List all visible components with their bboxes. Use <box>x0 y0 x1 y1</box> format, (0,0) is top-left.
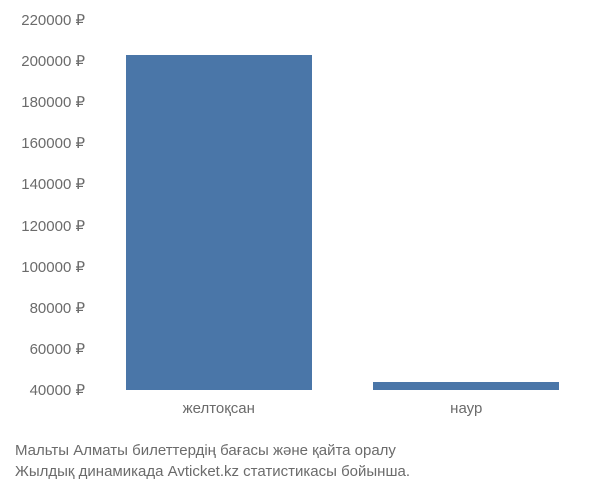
y-tick-label: 120000 ₽ <box>21 217 85 235</box>
x-tick-label: желтоқсан <box>183 400 255 417</box>
y-tick-label: 80000 ₽ <box>30 299 85 317</box>
caption-line-1: Мальты Алматы билеттердің бағасы және қа… <box>15 440 595 461</box>
y-tick-label: 100000 ₽ <box>21 258 85 276</box>
chart-container: 40000 ₽ 60000 ₽ 80000 ₽ 100000 ₽ 120000 ₽ 140… <box>0 0 600 500</box>
bar <box>373 382 559 390</box>
plot-area <box>95 20 590 390</box>
x-tick-label: наур <box>450 400 482 417</box>
y-tick-label: 200000 ₽ <box>21 52 85 70</box>
chart-caption: Мальты Алматы билеттердің бағасы және қа… <box>15 440 595 482</box>
y-tick-label: 180000 ₽ <box>21 93 85 111</box>
caption-line-2: Жылдық динамикада Avticket.kz статистика… <box>15 461 595 482</box>
y-tick-label: 40000 ₽ <box>30 381 85 399</box>
y-tick-label: 160000 ₽ <box>21 134 85 152</box>
y-tick-label: 140000 ₽ <box>21 175 85 193</box>
bar <box>126 55 312 390</box>
x-axis: желтоқсан наур <box>95 395 590 425</box>
y-tick-label: 220000 ₽ <box>21 11 85 29</box>
y-tick-label: 60000 ₽ <box>30 340 85 358</box>
y-axis: 40000 ₽60000 ₽80000 ₽100000 ₽120000 ₽140… <box>0 20 90 390</box>
